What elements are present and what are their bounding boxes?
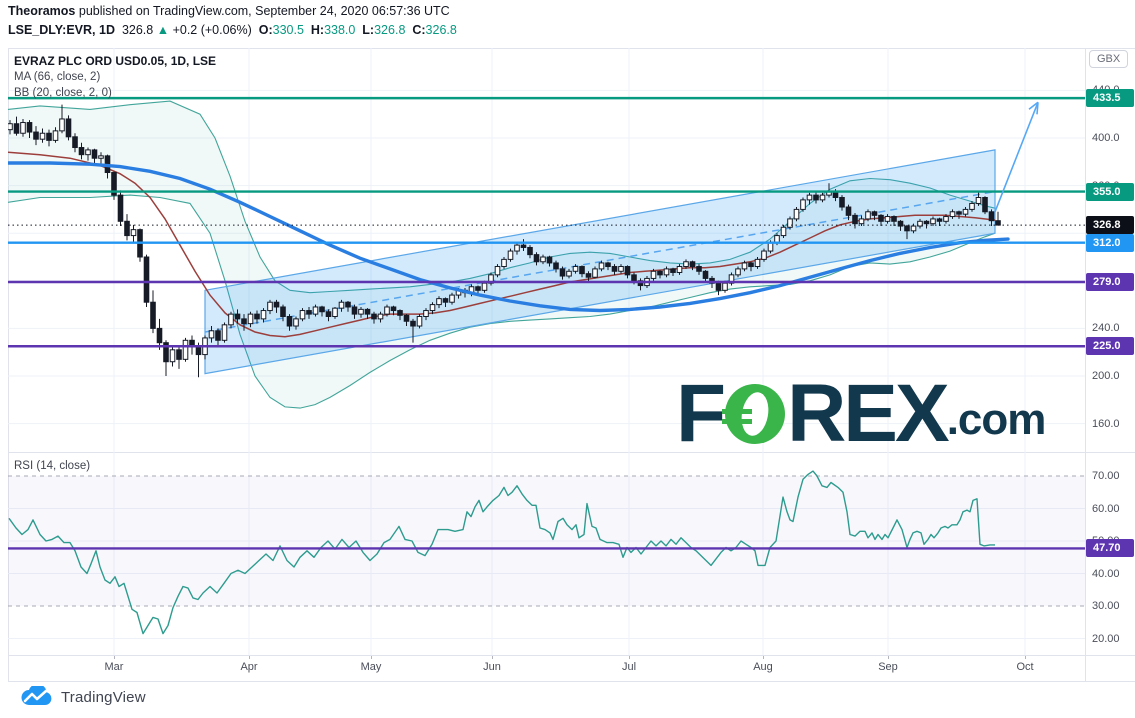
price-label-chip: 355.0: [1086, 182, 1134, 201]
low-value: 326.8: [374, 23, 406, 37]
tradingview-logo-icon: [21, 686, 52, 705]
main-legend[interactable]: EVRAZ PLC ORD USD0.05, 1D, LSE MA (66, c…: [14, 53, 216, 101]
rsi-panel: [8, 470, 995, 635]
price-tick-label: 400.0: [1092, 132, 1120, 144]
month-label: May: [360, 661, 382, 673]
low-label: L:: [362, 23, 375, 37]
pricescale-border: [1085, 48, 1086, 681]
close-label: C:: [412, 23, 426, 37]
forex-letters-rex: REX: [787, 368, 950, 459]
bb-indicator-label[interactable]: BB (20, close, 2, 0): [14, 87, 112, 99]
last-price: 326.8: [121, 23, 154, 37]
forex-o-logo-icon: [722, 384, 786, 444]
month-label: Sep: [878, 661, 898, 673]
ma-line: [8, 161, 1010, 313]
close-value: 326.8: [425, 23, 457, 37]
month-label: Apr: [240, 661, 258, 673]
publish-info: Theoramos published on TradingView.com, …: [8, 4, 450, 18]
author-name: Theoramos: [8, 4, 76, 18]
month-tick: [371, 655, 372, 659]
month-tick: [249, 655, 250, 659]
forex-o-dash: [722, 419, 753, 424]
month-tick: [888, 655, 889, 659]
price-tick-label: 160.0: [1092, 417, 1120, 430]
rsi-indicator-label[interactable]: RSI (14, close): [14, 460, 91, 472]
rsi-line: [8, 470, 995, 635]
month-tick: [629, 655, 630, 659]
tradingview-logo[interactable]: TradingView: [20, 686, 146, 709]
month-tick: [114, 655, 115, 659]
price-label-chip: 312.0: [1086, 233, 1134, 252]
month-label: Mar: [104, 661, 124, 673]
price-tick-label: 60.00: [1092, 502, 1120, 515]
price-tick-label: 30.00: [1092, 600, 1120, 612]
month-label: Jul: [621, 661, 637, 673]
main-panel: [8, 100, 1010, 409]
currency-unit-button[interactable]: GBX: [1089, 50, 1129, 68]
forex-letter-f: F: [676, 368, 726, 459]
symbol-ohlc-row: LSE_DLY:EVR, 1D 326.8 ▲ +0.2 (+0.06%) O:…: [8, 23, 457, 37]
price-tick-label: 40.00: [1092, 567, 1120, 580]
price-label-chip: 47.70: [1086, 539, 1134, 558]
candles: [8, 104, 1001, 378]
open-value: 330.5: [272, 23, 304, 37]
projection-arrow-head: [1028, 101, 1039, 115]
month-tick: [1025, 655, 1026, 659]
forex-watermark: F REX .com: [676, 368, 1047, 459]
projection-arrow: [994, 102, 1039, 213]
month-tick: [492, 655, 493, 659]
month-tick: [763, 655, 764, 659]
forex-dotcom: .com: [946, 395, 1047, 444]
publish-text: published on TradingView.com, September …: [75, 4, 450, 18]
timescale-bottom-border: [8, 681, 1135, 682]
tradingview-logo-text: TradingView: [61, 689, 146, 706]
month-label: Oct: [1016, 661, 1034, 673]
price-label-chip: 225.0: [1086, 337, 1134, 356]
grid-lines: [8, 48, 1085, 655]
open-label: O:: [258, 23, 273, 37]
bb-upper-line: [8, 100, 996, 294]
symbol-name: LSE_DLY:EVR, 1D: [8, 23, 115, 37]
ma-indicator-label[interactable]: MA (66, close, 2): [14, 71, 101, 83]
price-label-chip: 326.8: [1086, 216, 1134, 235]
up-arrow-icon: ▲: [156, 23, 170, 37]
month-label: Jun: [483, 661, 501, 673]
instrument-title: EVRAZ PLC ORD USD0.05, 1D, LSE: [14, 54, 217, 68]
price-change: +0.2 (+0.06%): [172, 23, 252, 37]
high-value: 338.0: [324, 23, 356, 37]
forex-o-dash: [722, 409, 753, 414]
plot-top-border: [8, 48, 1135, 49]
panel-separator: [8, 452, 1135, 453]
forex-o-counter: [738, 390, 772, 438]
price-tick-label: 70.00: [1092, 470, 1120, 482]
timescale-top-border: [8, 655, 1135, 656]
price-tick-label: 20.00: [1092, 632, 1120, 645]
price-tick-label: 240.0: [1092, 322, 1120, 335]
plot-left-border: [8, 48, 9, 681]
high-label: H:: [310, 23, 325, 37]
month-label: Aug: [753, 661, 773, 673]
price-label-chip: 279.0: [1086, 272, 1134, 291]
price-label-chip: 433.5: [1086, 89, 1134, 108]
price-tick-label: 200.0: [1092, 370, 1120, 382]
bb-basis-line: [8, 151, 996, 338]
